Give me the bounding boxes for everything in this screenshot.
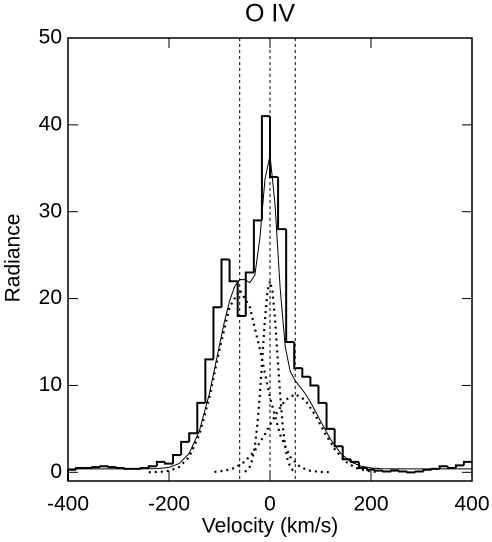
histogram-step	[204, 358, 214, 403]
y-tick-label: 0	[50, 460, 62, 483]
histogram-step	[277, 176, 287, 231]
histogram-step	[317, 385, 327, 404]
fit-line	[68, 155, 472, 470]
x-tick-label: -200	[148, 493, 190, 516]
x-tick-label: 0	[264, 493, 276, 516]
y-tick-label: 40	[39, 112, 62, 135]
histogram-step	[422, 468, 432, 472]
histogram-step	[269, 116, 279, 178]
histogram-step	[147, 465, 157, 468]
histogram-step	[188, 432, 198, 442]
histogram-step	[180, 440, 190, 455]
histogram-step	[414, 470, 424, 473]
histogram-step	[260, 115, 270, 221]
y-axis-label: Radiance	[2, 214, 25, 303]
fit-line	[244, 280, 296, 473]
histogram-step	[172, 453, 182, 464]
histogram-step	[333, 428, 343, 448]
histogram-step	[390, 469, 400, 472]
histogram-step	[285, 229, 295, 344]
histogram-step	[228, 259, 238, 283]
chart-title: O IV	[245, 0, 295, 28]
histogram-step	[163, 461, 174, 465]
histogram-step	[99, 465, 109, 468]
histogram-step	[293, 342, 303, 370]
histogram-step	[382, 470, 392, 473]
histogram-step	[309, 376, 319, 387]
histogram-step	[438, 465, 448, 469]
histogram-step	[220, 258, 230, 308]
fit-line	[148, 287, 331, 474]
histogram-step	[236, 281, 246, 317]
x-tick-label: 400	[454, 493, 489, 516]
histogram-step	[365, 467, 376, 471]
histogram-step	[107, 466, 117, 469]
histogram-step	[357, 461, 367, 469]
histogram-step	[67, 468, 77, 481]
histogram-step	[349, 459, 359, 463]
histogram-step	[212, 306, 222, 360]
x-tick-label: -400	[47, 493, 89, 516]
histogram-step	[301, 368, 311, 378]
histogram-step	[341, 446, 351, 461]
histogram-step	[462, 460, 472, 466]
x-axis-label: Velocity (km/s)	[202, 515, 339, 538]
y-tick-label: 20	[39, 286, 62, 309]
y-tick-label: 10	[39, 373, 62, 396]
histogram-step	[196, 401, 206, 434]
histogram-step	[454, 464, 464, 468]
y-tick-label: 50	[39, 26, 62, 49]
histogram-step	[155, 460, 165, 467]
histogram-step	[244, 271, 254, 316]
histogram-step	[115, 466, 125, 469]
histogram-step	[406, 471, 416, 474]
histogram-step	[374, 469, 384, 472]
y-tick-label: 30	[39, 199, 62, 222]
histogram-step	[91, 466, 101, 469]
x-tick-label: 200	[353, 493, 388, 516]
histogram-step	[325, 402, 335, 430]
histogram-step	[398, 470, 408, 473]
histogram-step	[446, 466, 456, 469]
histogram-step	[252, 219, 262, 273]
